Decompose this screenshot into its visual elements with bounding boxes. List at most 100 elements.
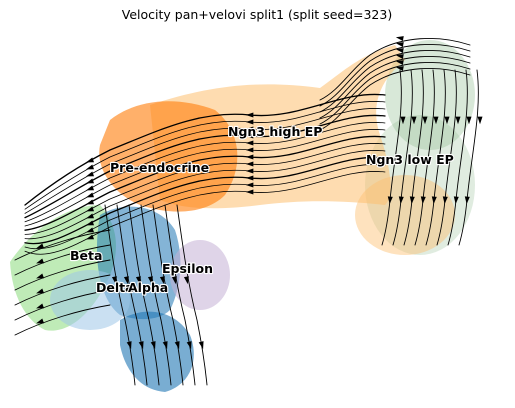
streamline-arrow <box>36 243 45 249</box>
streamline-upper <box>319 38 471 101</box>
streamline-arrow <box>183 276 189 285</box>
streamline-main <box>24 108 386 214</box>
streamline-arrow <box>86 220 95 226</box>
streamline-arrow <box>442 196 448 205</box>
streamline-arrow <box>162 341 168 350</box>
streamline-arrow <box>395 42 404 48</box>
streamline-arrow <box>453 196 459 205</box>
streamline-right <box>436 69 457 246</box>
streamline-right <box>403 69 424 246</box>
streamline-arrow <box>171 276 177 285</box>
label-beta: Beta <box>70 248 102 263</box>
label-delta: Delta <box>96 280 134 295</box>
streamline-arrow <box>138 341 144 350</box>
streamline-arrow <box>464 196 470 205</box>
velocity-arrowheads <box>36 36 483 350</box>
streamline-arrow <box>387 196 393 205</box>
streamline-arrow <box>86 213 95 219</box>
label-ngn3-low-ep: Ngn3 low EP <box>366 152 454 167</box>
streamline-arrow <box>245 140 254 146</box>
streamline-arrow <box>431 196 437 205</box>
streamline-beta <box>14 229 111 261</box>
label-ngn3-high-ep: Ngn3 high EP <box>228 124 322 139</box>
streamline-arrow <box>86 164 95 170</box>
streamline-arrow <box>422 116 428 125</box>
streamline-main <box>24 143 386 235</box>
streamline-arrow <box>409 196 415 205</box>
chart-title: Velocity pan+velovi split1 (split seed=3… <box>122 7 392 22</box>
cluster-cloud-delta <box>50 270 130 330</box>
streamline-lower <box>176 204 208 386</box>
streamline-arrow <box>86 171 95 177</box>
streamline-main <box>24 135 386 231</box>
streamline-beta <box>14 289 111 321</box>
cluster-labels: Ngn3 high EP Pre-endocrine Ngn3 low EP B… <box>69 123 455 296</box>
streamline-arrow <box>86 192 95 198</box>
streamline-lower <box>104 204 136 386</box>
streamline-beta <box>14 274 111 306</box>
cell-point-clouds <box>10 40 475 392</box>
streamline-arrow <box>245 147 254 153</box>
streamline-arrow <box>36 258 45 264</box>
streamline-arrow <box>400 116 406 125</box>
streamline-arrow <box>245 182 254 188</box>
streamline-arrow <box>245 133 254 139</box>
streamline-arrow <box>433 116 439 125</box>
streamline-arrow <box>245 154 254 160</box>
streamline-beta <box>14 244 111 276</box>
streamline-arrow <box>126 341 132 350</box>
streamline-arrow <box>411 116 417 125</box>
streamline-arrow <box>123 276 129 285</box>
streamline-arrow <box>420 196 426 205</box>
streamline-upper <box>319 44 471 107</box>
streamline-arrow <box>245 119 254 125</box>
streamline-arrow <box>86 185 95 191</box>
streamline-upper <box>319 68 471 131</box>
streamline-upper <box>319 56 471 119</box>
streamline-arrow <box>86 234 95 240</box>
streamline-arrow <box>135 276 141 285</box>
streamline-arrow <box>36 318 45 324</box>
streamline-arrow <box>111 276 117 285</box>
streamline-main <box>24 122 386 223</box>
streamline-arrow <box>398 196 404 205</box>
streamline-beta <box>14 304 111 336</box>
streamline-arrow <box>86 199 95 205</box>
streamline-arrow <box>86 227 95 233</box>
streamline-arrow <box>86 206 95 212</box>
streamline-arrow <box>245 168 254 174</box>
streamline-lower <box>140 204 172 386</box>
streamline-arrow <box>36 303 45 309</box>
streamline-lower <box>152 204 184 386</box>
streamline-main <box>24 129 386 227</box>
cluster-cloud-pre-endocrine <box>99 101 238 212</box>
streamline-arrow <box>245 112 254 118</box>
streamline-lower <box>128 204 160 386</box>
cluster-cloud-ngn3-low-ep <box>365 115 475 255</box>
streamline-upper <box>319 50 471 113</box>
streamline-beta <box>14 259 111 291</box>
streamline-arrow <box>159 276 165 285</box>
streamline-arrow <box>245 175 254 181</box>
streamline-right <box>425 69 446 246</box>
streamline-arrow <box>86 157 95 163</box>
streamline-upper <box>319 62 471 125</box>
streamline-main <box>24 156 386 245</box>
streamline-arrow <box>395 60 404 66</box>
streamline-main <box>24 171 386 255</box>
streamline-arrow <box>395 48 404 54</box>
label-alpha: Alpha <box>128 280 168 295</box>
streamline-arrow <box>245 189 254 195</box>
streamline-arrow <box>466 116 472 125</box>
label-epsilon: Epsilon <box>162 261 213 276</box>
streamline-right <box>414 69 435 246</box>
streamline-arrow <box>395 54 404 60</box>
streamline-lower <box>164 204 196 386</box>
streamline-right <box>458 69 479 246</box>
streamline-arrow <box>444 116 450 125</box>
streamline-main <box>24 150 386 240</box>
streamline-arrow <box>455 116 461 125</box>
streamline-arrow <box>198 341 204 350</box>
velocity-streamlines <box>14 38 479 386</box>
streamline-arrow <box>477 116 483 125</box>
